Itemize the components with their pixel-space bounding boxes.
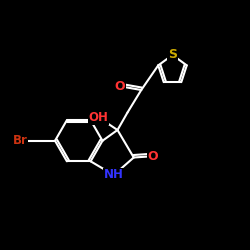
Text: NH: NH [104,168,124,181]
Text: OH: OH [89,111,109,124]
Text: O: O [115,80,125,93]
Text: S: S [168,48,177,62]
Text: O: O [147,150,158,163]
Text: Br: Br [12,134,28,147]
